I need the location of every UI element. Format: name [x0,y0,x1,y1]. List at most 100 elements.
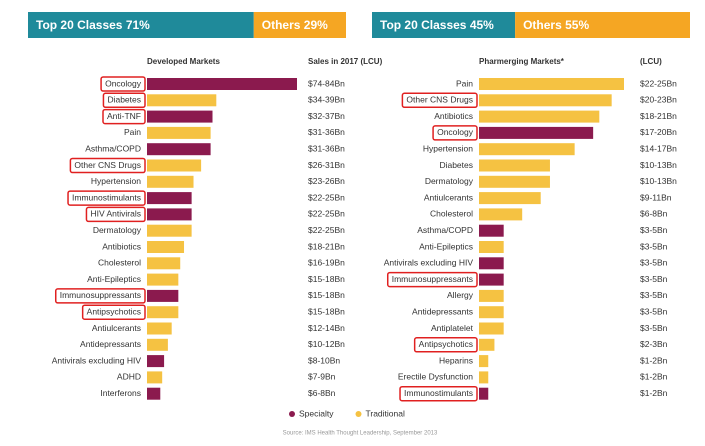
bar [479,110,600,123]
bar [479,224,504,237]
highlight-box [85,206,146,223]
legend-label: Specialty [299,408,334,418]
value-label: $3-5Bn [640,290,668,300]
bar [479,208,523,221]
value-label: $22-25Bn [640,78,677,88]
legend-swatch [289,411,295,417]
value-label: $22-25Bn [308,225,345,235]
category-label: Antiulcerants [424,192,473,202]
category-label: Antidepressants [80,339,141,349]
bar [147,241,185,253]
value-label: $74-84Bn [308,78,345,88]
header-others-label: Others 29% [262,18,328,32]
value-label: $3-5Bn [640,274,668,284]
category-label: Cholesterol [430,209,473,219]
bar [147,208,192,221]
bar [147,78,297,90]
value-label: $10-13Bn [640,176,677,186]
header-others [253,12,346,38]
category-label: Antibiotics [102,241,141,251]
value-label: $22-25Bn [308,209,345,219]
value-label: $3-5Bn [640,258,668,268]
category-label: Antibiotics [434,111,473,121]
bar [479,387,489,400]
bar [479,126,594,139]
highlight-box [102,92,146,109]
highlight-box [432,125,478,141]
bar [147,257,181,270]
category-label: Anti-Epileptics [419,241,473,251]
value-label: $22-25Bn [308,192,345,202]
category-label: Antiulcerants [92,323,141,333]
bar [479,159,550,172]
value-label: $8-10Bn [308,355,340,365]
legend-label: Traditional [366,408,405,418]
category-label: Antipsychotics [87,306,141,316]
bar [479,355,489,368]
header-others [515,12,690,38]
highlight-box [386,271,478,288]
value-label: $6-8Bn [640,209,668,219]
bar [147,371,163,384]
category-label: Hypertension [91,176,141,186]
category-label: Immunostimulants [72,192,141,202]
legend-swatch [355,411,362,417]
category-label: Antivirals excluding HIV [52,355,142,365]
category-label: Cholesterol [98,258,141,268]
value-label: $7-9Bn [308,372,336,382]
bar [147,322,172,335]
bar [147,192,192,205]
value-label: $6-8Bn [308,388,336,398]
value-label: $20-23Bn [640,95,677,105]
category-label: Immunostimulants [404,388,473,398]
category-label: Diabetes [439,160,473,170]
value-label: $15-18Bn [308,306,345,316]
value-label: $18-21Bn [308,241,345,251]
category-label: Allergy [447,290,474,300]
category-label: Anti-Epileptics [87,274,141,284]
value-label: $16-19Bn [308,258,345,268]
category-label: Asthma/COPD [85,143,141,153]
header-top-label: Top 20 Classes 71% [36,18,150,32]
bar [147,159,202,172]
category-label: Hypertension [423,143,473,153]
category-label: Heparins [439,355,473,365]
value-label: $17-20Bn [640,127,677,137]
highlight-box [413,337,478,353]
bar [479,78,624,90]
category-label: Immunosuppressants [60,290,141,300]
category-label: Other CNS Drugs [406,95,473,105]
bar [147,273,179,286]
bar [147,387,161,400]
value-label: $15-18Bn [308,274,345,284]
bar [147,94,217,107]
bar [147,126,211,139]
header-others-label: Others 55% [523,18,589,32]
category-label: Antipsychotics [419,339,473,349]
highlight-box [401,92,478,109]
category-label: Pain [456,78,473,88]
highlight-box [81,304,146,320]
value-label: $10-13Bn [640,160,677,170]
bar [479,289,504,302]
header-top [372,12,516,38]
header-top-label: Top 20 Classes 45% [380,18,494,32]
bar [479,257,504,270]
category-title: Pharmerging Markets* [479,57,565,66]
value-label: $10-12Bn [308,339,345,349]
highlight-box [102,108,146,125]
highlight-box [54,288,146,304]
highlight-box [100,76,146,92]
category-label: Other CNS Drugs [74,160,141,170]
bar [147,175,194,188]
highlight-box [69,157,146,174]
value-label: $12-14Bn [308,323,345,333]
bar [147,306,179,319]
bar [479,338,495,351]
bar [479,371,489,384]
source: Source: IMS Health Thought Leadership, S… [283,431,438,437]
value-title: Sales in 2017 (LCU) [308,57,383,66]
bar [479,322,504,335]
category-label: Antivirals excluding HIV [384,258,474,268]
